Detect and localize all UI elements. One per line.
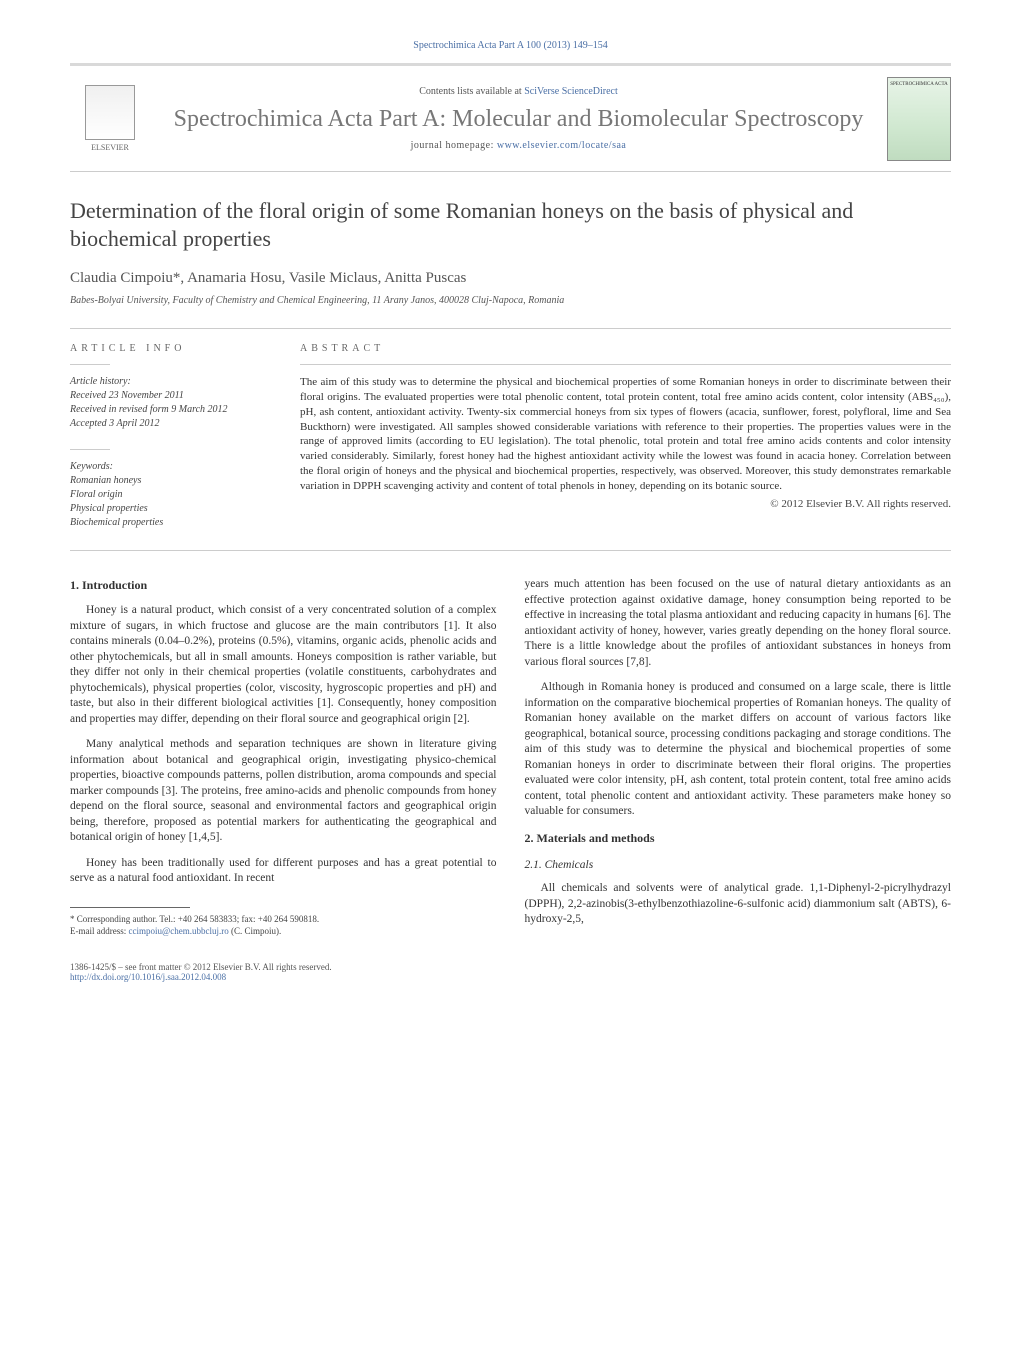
footnote-separator (70, 907, 190, 908)
journal-cover-thumbnail: SPECTROCHIMICA ACTA (887, 77, 951, 161)
mini-rule (70, 364, 110, 365)
elsevier-tree-icon (85, 85, 135, 140)
article-history: Article history: Received 23 November 20… (70, 375, 270, 431)
contents-prefix: Contents lists available at (419, 86, 524, 97)
journal-homepage-line: journal homepage: www.elsevier.com/locat… (150, 140, 887, 151)
abstract-column: ABSTRACT The aim of this study was to de… (300, 343, 951, 530)
history-accepted: Accepted 3 April 2012 (70, 417, 270, 431)
meta-abstract-row: ARTICLE INFO Article history: Received 2… (70, 343, 951, 530)
journal-header-bar: ELSEVIER Contents lists available at Sci… (70, 63, 951, 172)
history-received: Received 23 November 2011 (70, 389, 270, 403)
running-header-citation: Spectrochimica Acta Part A 100 (2013) 14… (70, 40, 951, 51)
keyword: Physical properties (70, 502, 270, 516)
journal-title: Spectrochimica Acta Part A: Molecular an… (150, 105, 887, 134)
article-info-column: ARTICLE INFO Article history: Received 2… (70, 343, 270, 530)
body-column-left: 1. Introduction Honey is a natural produ… (70, 577, 497, 938)
front-matter-line: 1386-1425/$ – see front matter © 2012 El… (70, 962, 332, 972)
footnote-email-line: E-mail address: ccimpoiu@chem.ubbcluj.ro… (70, 926, 497, 938)
keyword: Floral origin (70, 488, 270, 502)
corresponding-author-footnote: * Corresponding author. Tel.: +40 264 58… (70, 914, 497, 937)
footer-bar: 1386-1425/$ – see front matter © 2012 El… (70, 962, 951, 982)
intro-paragraph-continued: years much attention has been focused on… (525, 577, 952, 670)
keywords-block: Keywords: Romanian honeys Floral origin … (70, 460, 270, 530)
history-head: Article history: (70, 375, 270, 389)
cover-text: SPECTROCHIMICA ACTA (890, 82, 948, 87)
section-heading-introduction: 1. Introduction (70, 577, 497, 593)
footnote-contact: * Corresponding author. Tel.: +40 264 58… (70, 914, 497, 926)
intro-paragraph: Honey is a natural product, which consis… (70, 603, 497, 727)
abstract-copyright: © 2012 Elsevier B.V. All rights reserved… (300, 498, 951, 510)
header-center: Contents lists available at SciVerse Sci… (150, 86, 887, 151)
contents-line: Contents lists available at SciVerse Sci… (150, 86, 887, 97)
abstract-label: ABSTRACT (300, 343, 951, 354)
elsevier-logo: ELSEVIER (70, 76, 150, 161)
sciencedirect-link[interactable]: SciVerse ScienceDirect (524, 86, 618, 97)
article-title: Determination of the floral origin of so… (70, 197, 951, 252)
keywords-head: Keywords: (70, 460, 270, 474)
homepage-link[interactable]: www.elsevier.com/locate/saa (497, 140, 626, 151)
keyword: Biochemical properties (70, 516, 270, 530)
intro-paragraph: Many analytical methods and separation t… (70, 737, 497, 846)
keyword: Romanian honeys (70, 474, 270, 488)
subsection-heading-chemicals: 2.1. Chemicals (525, 858, 952, 874)
mini-rule (300, 364, 951, 365)
publisher-name: ELSEVIER (91, 143, 129, 152)
intro-paragraph: Honey has been traditionally used for di… (70, 856, 497, 887)
intro-paragraph: Although in Romania honey is produced an… (525, 680, 952, 820)
chemicals-paragraph: All chemicals and solvents were of analy… (525, 881, 952, 928)
email-link[interactable]: ccimpoiu@chem.ubbcluj.ro (128, 926, 228, 936)
separator-rule (70, 550, 951, 551)
article-info-label: ARTICLE INFO (70, 343, 270, 354)
doi-link[interactable]: http://dx.doi.org/10.1016/j.saa.2012.04.… (70, 972, 226, 982)
history-revised: Received in revised form 9 March 2012 (70, 403, 270, 417)
section-heading-materials: 2. Materials and methods (525, 830, 952, 846)
separator-rule (70, 328, 951, 329)
footer-left: 1386-1425/$ – see front matter © 2012 El… (70, 962, 332, 982)
homepage-prefix: journal homepage: (411, 140, 497, 151)
mini-rule (70, 449, 110, 450)
email-suffix: (C. Cimpoiu). (229, 926, 282, 936)
affiliation: Babes-Bolyai University, Faculty of Chem… (70, 295, 951, 306)
body-two-column: 1. Introduction Honey is a natural produ… (70, 577, 951, 938)
author-list: Claudia Cimpoiu*, Anamaria Hosu, Vasile … (70, 270, 951, 287)
abstract-text: The aim of this study was to determine t… (300, 375, 951, 494)
body-column-right: years much attention has been focused on… (525, 577, 952, 938)
email-label: E-mail address: (70, 926, 128, 936)
